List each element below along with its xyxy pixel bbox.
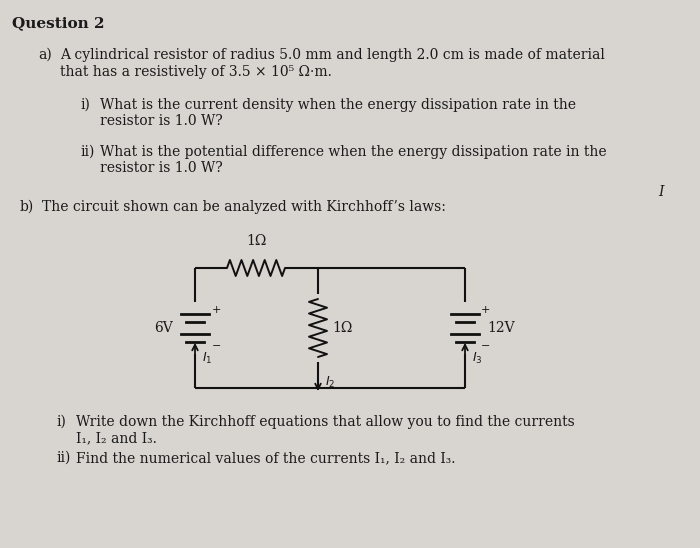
- Text: The circuit shown can be analyzed with Kirchhoff’s laws:: The circuit shown can be analyzed with K…: [42, 200, 446, 214]
- Text: −: −: [212, 341, 221, 351]
- Text: +: +: [481, 305, 491, 315]
- Text: Write down the Kirchhoff equations that allow you to find the currents: Write down the Kirchhoff equations that …: [76, 415, 575, 429]
- Text: $I_3$: $I_3$: [472, 351, 482, 366]
- Text: resistor is 1.0 W?: resistor is 1.0 W?: [100, 161, 223, 175]
- Text: I₁, I₂ and I₃.: I₁, I₂ and I₃.: [76, 431, 157, 445]
- Text: 1Ω: 1Ω: [332, 321, 352, 335]
- Text: b): b): [20, 200, 34, 214]
- Text: +: +: [212, 305, 221, 315]
- Text: resistor is 1.0 W?: resistor is 1.0 W?: [100, 114, 223, 128]
- Text: ii): ii): [80, 145, 94, 159]
- Text: $I_1$: $I_1$: [202, 351, 212, 366]
- Text: 12V: 12V: [487, 321, 514, 335]
- Text: A cylindrical resistor of radius 5.0 mm and length 2.0 cm is made of material: A cylindrical resistor of radius 5.0 mm …: [60, 48, 605, 62]
- Text: Question 2: Question 2: [12, 16, 104, 30]
- Text: 6V: 6V: [154, 321, 173, 335]
- Text: $I_2$: $I_2$: [325, 374, 335, 390]
- Text: I: I: [658, 185, 664, 199]
- Text: that has a resistively of 3.5 × 10⁵ Ω·m.: that has a resistively of 3.5 × 10⁵ Ω·m.: [60, 65, 332, 79]
- Text: What is the current density when the energy dissipation rate in the: What is the current density when the ene…: [100, 98, 576, 112]
- Text: 1Ω: 1Ω: [246, 234, 266, 248]
- Text: i): i): [80, 98, 90, 112]
- Text: What is the potential difference when the energy dissipation rate in the: What is the potential difference when th…: [100, 145, 607, 159]
- Text: i): i): [56, 415, 66, 429]
- Text: ii): ii): [56, 451, 71, 465]
- Text: −: −: [481, 341, 491, 351]
- Text: a): a): [38, 48, 52, 62]
- Text: Find the numerical values of the currents I₁, I₂ and I₃.: Find the numerical values of the current…: [76, 451, 456, 465]
